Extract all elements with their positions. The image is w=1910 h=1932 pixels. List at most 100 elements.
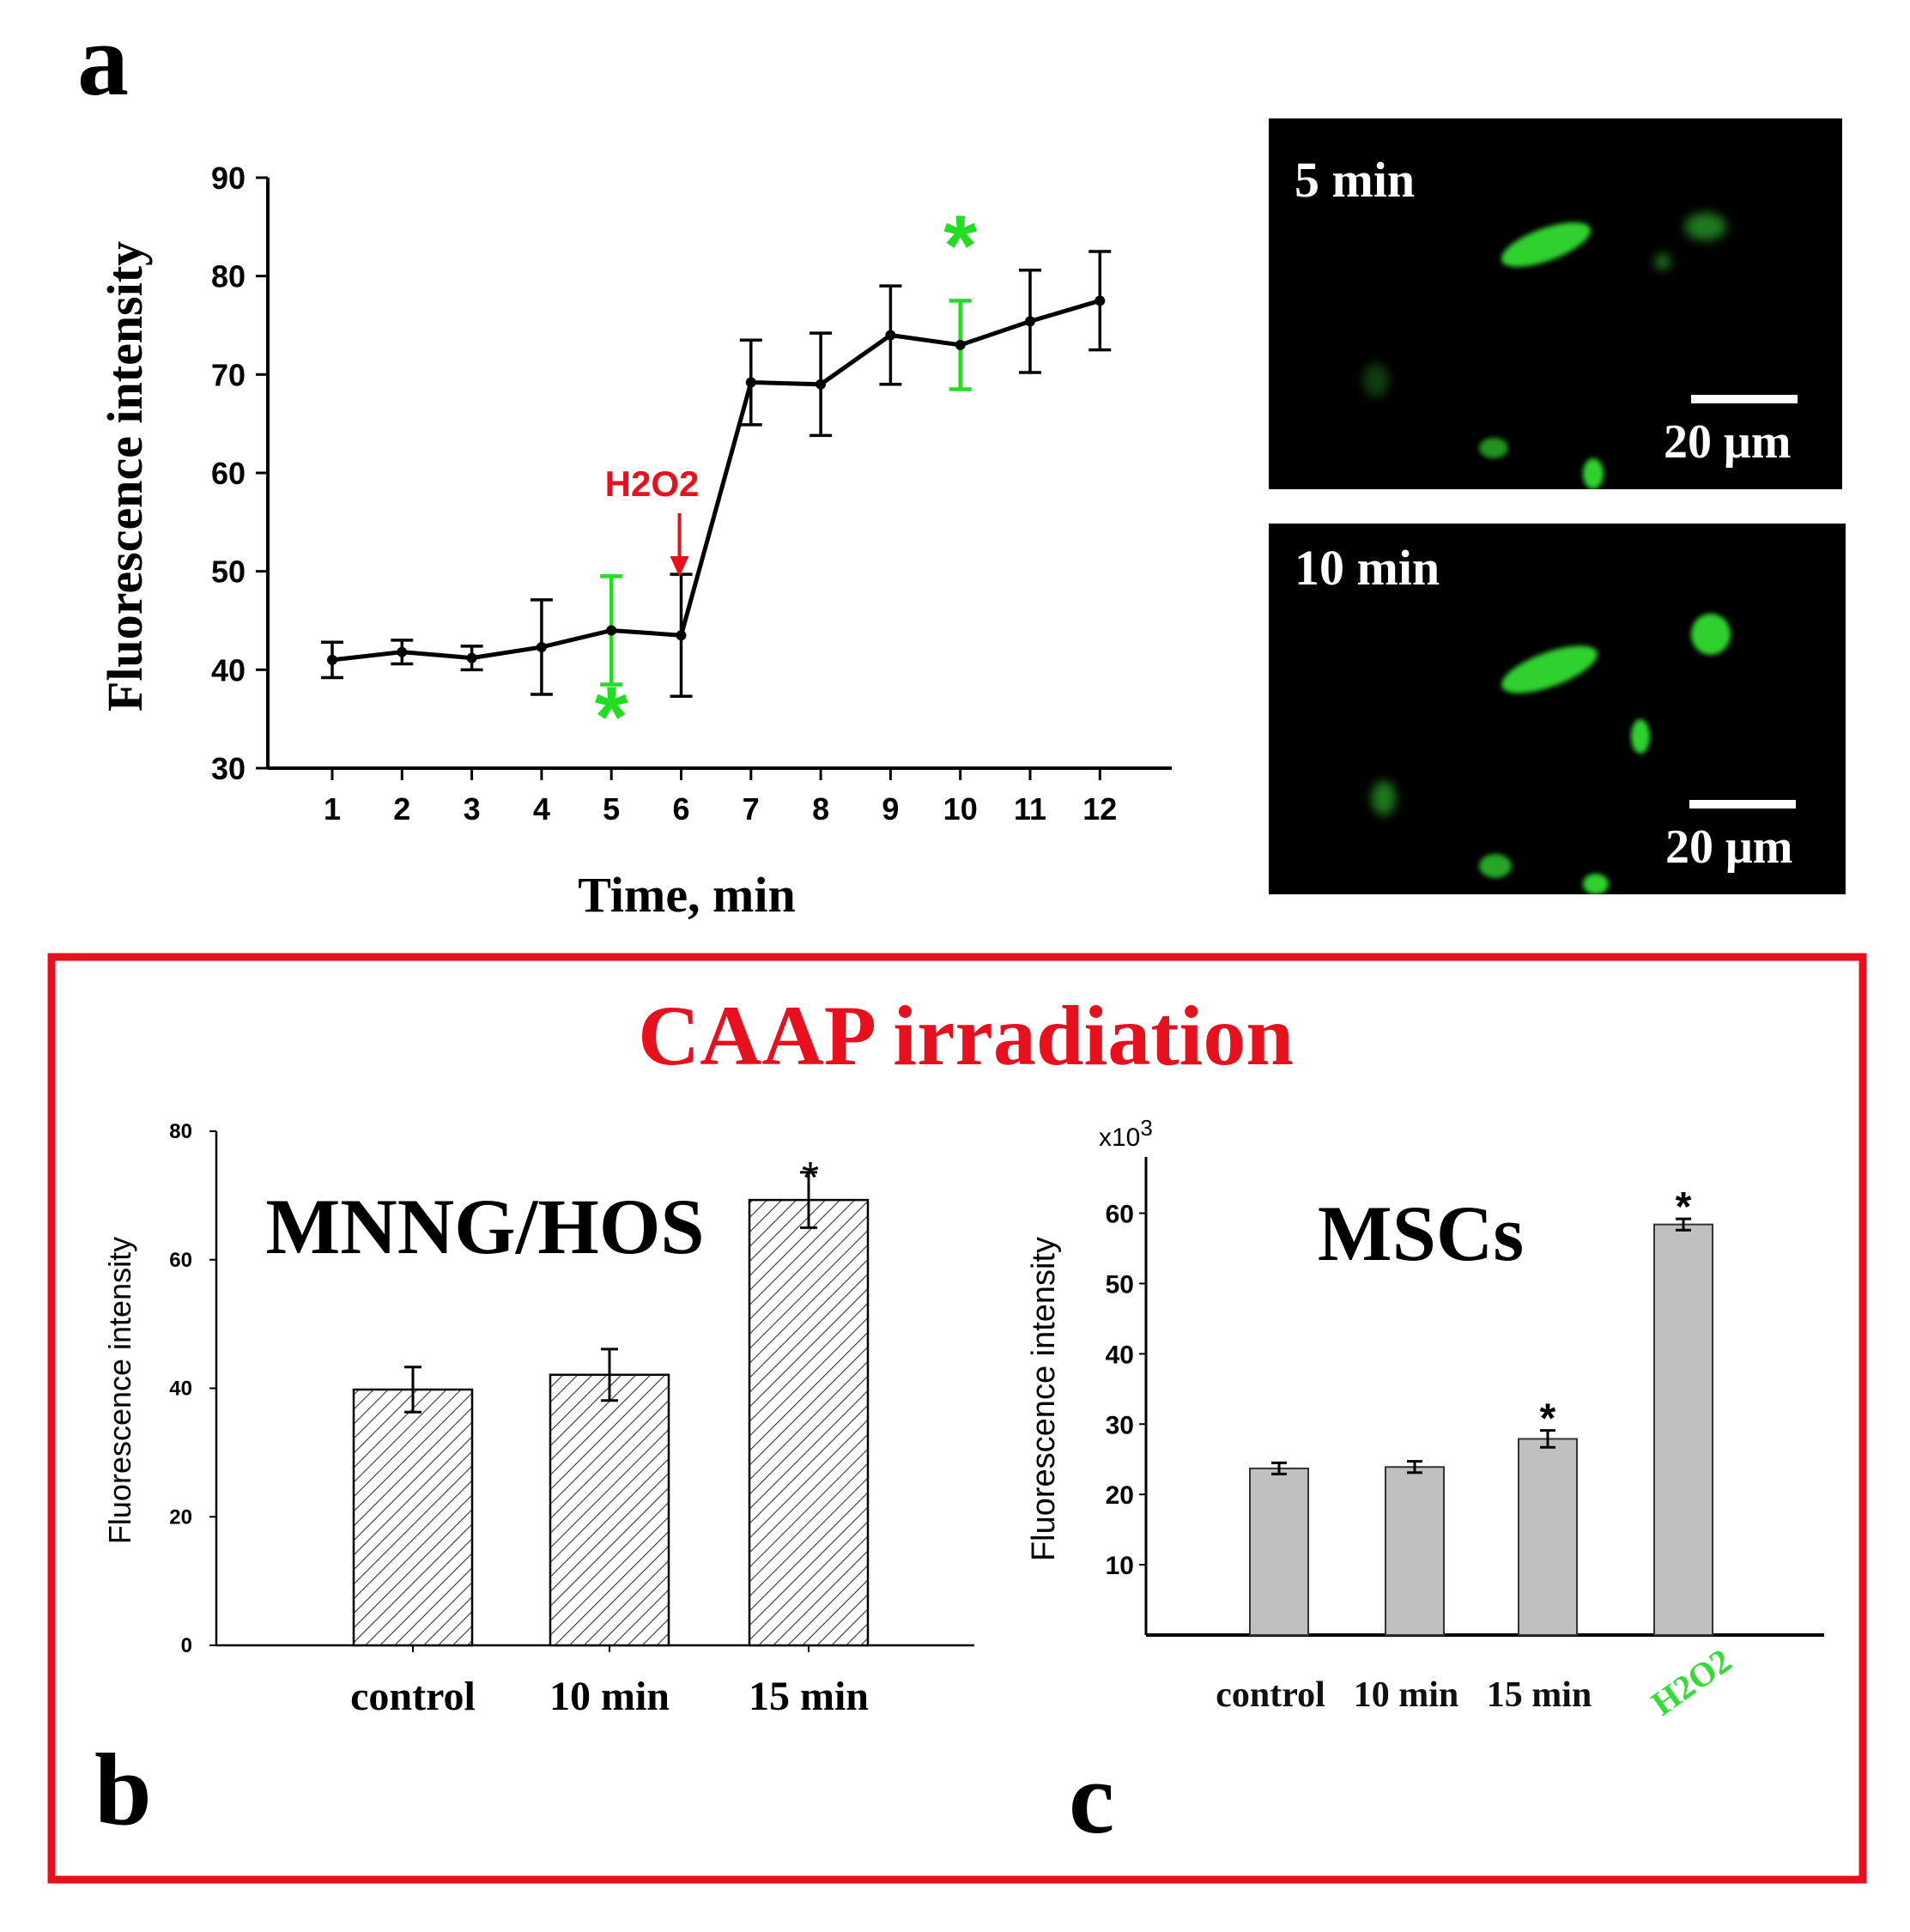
significance-marker: * [943,197,977,294]
panel-c-title: MSCs [1318,1190,1524,1277]
cell [1631,719,1650,754]
y-tick-label: 30 [1106,1411,1134,1439]
data-point [606,625,617,636]
panel-c-axis-multiplier: x103 [1099,1115,1153,1152]
y-tick-label: 40 [211,652,246,687]
significance-marker: * [1540,1396,1556,1442]
x-tick-label: 15 min [749,1674,869,1719]
panel-b-label: b [94,1732,152,1846]
x-tick-label: H2O2 [1644,1641,1738,1723]
y-tick-label: 60 [211,456,246,491]
panel-a-x-axis-label: Time, min [578,867,796,923]
significance-marker: * [1676,1184,1692,1230]
y-tick-label: 80 [169,1120,192,1143]
data-point [397,646,408,657]
panel-b-y-axis-label: Fluorescence intensity [102,1237,137,1544]
micrograph-time-label: 5 min [1295,152,1416,208]
caap-title: CAAP irradiation [638,988,1294,1083]
x-tick-label: 11 [1014,791,1046,827]
cell [1583,874,1609,894]
x-tick-label: 15 min [1487,1675,1592,1715]
x-tick-label: 5 [603,791,620,827]
data-point [327,654,337,665]
x-tick-label: 2 [393,791,410,827]
y-tick-label: 60 [1106,1201,1134,1229]
bar [1249,1467,1309,1637]
y-tick-label: 20 [169,1505,192,1529]
bar [1518,1438,1578,1637]
multiplier-exp: 3 [1140,1115,1152,1141]
micrograph-time-label: 10 min [1295,540,1440,596]
data-point [466,652,477,663]
cell [1495,213,1597,276]
bar [748,1198,870,1647]
y-tick-label: 80 [211,259,246,294]
bar [549,1373,670,1647]
y-tick-label: 90 [211,160,246,196]
data-point [1025,316,1035,327]
cell [1479,438,1508,458]
data-point [536,641,547,652]
panel-a-label: a [77,3,129,117]
x-tick-label: 3 [464,791,481,827]
panel-a-y-axis-label: Fluorescence intensity [97,241,153,712]
cell [1685,213,1726,240]
y-tick-label: 40 [169,1378,192,1401]
data-point [885,330,896,341]
y-tick-label: 60 [169,1249,192,1272]
cell [1479,854,1512,878]
data-point [1094,295,1106,306]
x-tick-label: 8 [812,791,829,827]
series-line [331,298,1101,663]
significance-marker: * [802,1154,819,1203]
y-tick-label: 10 [1106,1552,1134,1580]
x-tick-label: control [1216,1675,1325,1715]
micrograph-5min: 5 min 20 μm [1269,118,1842,489]
panel-c-y-axis-label: Fluorescence intensity [1026,1237,1062,1561]
data-point [955,339,966,350]
scale-bar-label: 20 μm [1664,415,1792,469]
bar [1385,1466,1445,1636]
y-tick-label: 20 [1106,1481,1134,1510]
caap-box [47,953,1867,1884]
bar [1653,1223,1713,1636]
cell [1363,363,1389,397]
y-tick-label: 0 [181,1634,192,1657]
y-tick-label: 50 [211,554,246,590]
x-tick-label: 10 min [1354,1675,1459,1715]
scale-bar-label: 20 μm [1665,821,1793,874]
cell [1495,636,1604,703]
micrograph-10min: 10 min 20 μm [1269,524,1846,894]
data-point [676,630,687,641]
y-tick-label: 30 [211,751,246,786]
x-tick-label: 9 [882,791,899,827]
data-point [816,379,827,390]
significance-marker: * [595,669,628,766]
bar-chart-mscs: 10 20 30 40 50 60 control 10 min * 15 min * H2O2 [1106,1157,1824,1723]
panel-c-label: c [1069,1741,1114,1855]
scale-bar [1691,395,1798,403]
cell [1372,781,1396,815]
x-tick-label: 7 [743,791,760,827]
y-tick-label: 70 [211,357,246,392]
x-tick-label: 12 [1082,791,1117,827]
bar [352,1388,474,1647]
bar-chart-mnng: 0 20 40 60 80 control 10 min * 15 min [169,1120,974,1719]
annotation-arrowhead [670,556,689,577]
x-tick-label: control [350,1674,476,1719]
x-tick-label: 6 [672,791,689,827]
x-tick-label: 1 [324,791,341,827]
x-tick-label: 4 [533,791,550,827]
cell [1691,614,1731,655]
cell [1655,254,1670,270]
x-tick-label: 10 [943,791,978,827]
x-tick-label: 10 min [549,1674,670,1719]
multiplier-base: x10 [1099,1123,1140,1152]
panel-b-title: MNNG/HOS [265,1183,704,1270]
y-tick-label: 50 [1106,1270,1134,1299]
cell [1583,458,1604,489]
scale-bar [1689,800,1796,809]
